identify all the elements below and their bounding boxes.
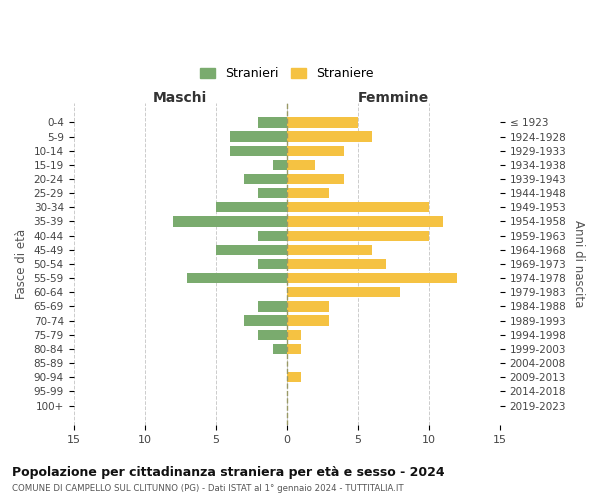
- Bar: [187, 273, 287, 283]
- Bar: [287, 202, 429, 212]
- Bar: [173, 216, 287, 226]
- Bar: [259, 330, 287, 340]
- Bar: [287, 330, 301, 340]
- Bar: [244, 174, 287, 184]
- Bar: [287, 146, 344, 156]
- Bar: [287, 230, 429, 240]
- Bar: [230, 146, 287, 156]
- Text: Maschi: Maschi: [153, 92, 207, 106]
- Bar: [287, 316, 329, 326]
- Bar: [259, 259, 287, 269]
- Legend: Stranieri, Straniere: Stranieri, Straniere: [196, 64, 377, 84]
- Bar: [272, 160, 287, 170]
- Y-axis label: Fasce di età: Fasce di età: [15, 229, 28, 299]
- Bar: [287, 216, 443, 226]
- Bar: [287, 273, 457, 283]
- Bar: [230, 132, 287, 141]
- Text: Popolazione per cittadinanza straniera per età e sesso - 2024: Popolazione per cittadinanza straniera p…: [12, 466, 445, 479]
- Bar: [259, 302, 287, 312]
- Y-axis label: Anni di nascita: Anni di nascita: [572, 220, 585, 308]
- Bar: [215, 244, 287, 255]
- Bar: [287, 287, 400, 298]
- Bar: [259, 230, 287, 240]
- Text: Femmine: Femmine: [358, 92, 429, 106]
- Bar: [287, 302, 329, 312]
- Bar: [287, 174, 344, 184]
- Bar: [287, 188, 329, 198]
- Bar: [287, 372, 301, 382]
- Text: COMUNE DI CAMPELLO SUL CLITUNNO (PG) - Dati ISTAT al 1° gennaio 2024 - TUTTITALI: COMUNE DI CAMPELLO SUL CLITUNNO (PG) - D…: [12, 484, 404, 493]
- Bar: [287, 344, 301, 354]
- Bar: [287, 259, 386, 269]
- Bar: [287, 244, 372, 255]
- Bar: [287, 118, 358, 128]
- Bar: [287, 160, 315, 170]
- Bar: [215, 202, 287, 212]
- Bar: [259, 188, 287, 198]
- Bar: [287, 132, 372, 141]
- Bar: [259, 118, 287, 128]
- Bar: [272, 344, 287, 354]
- Bar: [244, 316, 287, 326]
